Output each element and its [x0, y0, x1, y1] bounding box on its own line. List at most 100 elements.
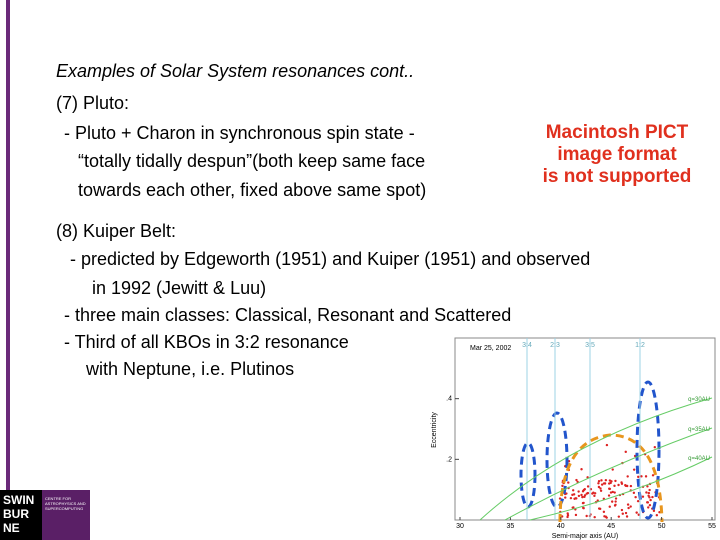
- kbo-dot: [583, 494, 587, 497]
- kbo-dot: [613, 484, 616, 488]
- kbo-dot: [645, 491, 648, 494]
- kbo-dot: [592, 491, 595, 494]
- kbo-figure: Mar 25, 2002 Eccentricity Semi-major axi…: [431, 337, 716, 540]
- kbo-dot: [614, 479, 617, 483]
- kbo-dot: [580, 468, 583, 471]
- resonance-label: 3:4: [522, 342, 532, 349]
- curve-label: q=35AU: [688, 427, 710, 433]
- kbo-dot: [586, 491, 590, 495]
- text-line: - three main classes: Classical, Resonan…: [64, 305, 512, 325]
- kbo-dot: [600, 483, 604, 486]
- kbo-dot: [610, 500, 614, 503]
- kbo-dot: [599, 489, 603, 493]
- kbo-dot: [655, 514, 659, 517]
- curve-label: q=30AU: [688, 397, 710, 403]
- kbo-dot: [632, 491, 636, 495]
- kbo-dot: [647, 491, 651, 495]
- kbo-dot: [585, 514, 588, 518]
- kbo-dot: [569, 496, 573, 500]
- kbo-dot: [586, 485, 590, 488]
- resonant-group: [519, 441, 537, 509]
- kbo-dot: [599, 487, 602, 490]
- kbo-dot: [629, 484, 633, 488]
- kbo-dot: [566, 512, 569, 515]
- kbo-dot: [648, 488, 651, 492]
- kbo-dot: [648, 503, 652, 507]
- placeholder-line: is not supported: [542, 166, 692, 187]
- x-axis-label: Semi-major axis (AU): [552, 533, 619, 540]
- logo-centre: CENTRE FOR ASTROPHYSICS AND SUPERCOMPUTI…: [42, 490, 90, 540]
- kbo-dot: [596, 499, 599, 502]
- kbo-dot: [572, 493, 576, 496]
- kbo-dot: [602, 510, 606, 514]
- kbo-dot: [567, 481, 570, 484]
- kbo-dot: [651, 495, 654, 499]
- kbo-dot: [581, 495, 584, 499]
- slide-title: Examples of Solar System resonances cont…: [56, 61, 415, 81]
- figure-date: Mar 25, 2002: [470, 345, 511, 352]
- resonant-group: [635, 380, 661, 520]
- kbo-dot: [593, 515, 596, 519]
- kbo-dot: [629, 505, 632, 508]
- kbo-dot: [597, 480, 601, 483]
- kbo-dot: [646, 485, 649, 488]
- kbo-dot: [613, 491, 616, 494]
- kbo-dot: [574, 497, 577, 500]
- resonance-label: 3:5: [585, 342, 595, 349]
- kbo-dot: [614, 497, 618, 500]
- kbo-dot: [624, 511, 628, 515]
- kbo-dot: [644, 475, 648, 478]
- y-axis-label: Eccentricity: [431, 412, 438, 448]
- kbo-dot: [605, 516, 608, 519]
- text-line: - predicted by Edgeworth (1951) and Kuip…: [70, 249, 591, 269]
- kbo-dot: [646, 501, 649, 504]
- kbo-dot: [625, 515, 629, 518]
- text-line: (8) Kuiper Belt:: [56, 221, 177, 241]
- kbo-dot: [597, 482, 600, 485]
- kbo-dot: [571, 489, 575, 492]
- text-line: - Pluto + Charon in synchronous spin sta…: [64, 123, 415, 143]
- pict-placeholder: Macintosh PICT image format is not suppo…: [514, 122, 720, 188]
- kbo-dot: [607, 494, 611, 497]
- kbo-dot: [564, 496, 567, 499]
- kbo-dot: [580, 493, 583, 497]
- kbo-dot: [583, 488, 586, 491]
- text-line: - Third of all KBOs in 3:2 resonance: [64, 332, 349, 352]
- y-tick-label: .2: [446, 456, 452, 463]
- logo: SWIN BUR NE CENTRE FOR ASTROPHYSICS AND …: [0, 490, 90, 540]
- kbo-dot: [627, 506, 630, 510]
- x-tick-label: 55: [708, 523, 716, 530]
- kbo-dot: [640, 475, 643, 478]
- kbo-dot: [637, 475, 640, 479]
- kbo-dot: [634, 495, 637, 499]
- kbo-dot: [617, 515, 621, 518]
- plutino-group: [545, 411, 569, 509]
- kbo-dot: [577, 494, 581, 498]
- perihelion-curve: [479, 397, 713, 521]
- kbo-dot: [604, 478, 608, 482]
- kbo-dot: [572, 506, 575, 509]
- kbo-dot: [597, 507, 601, 510]
- kbo-dot: [566, 515, 569, 519]
- plot-frame: [454, 337, 716, 521]
- kbo-dot: [608, 487, 611, 490]
- kbo-dot: [620, 481, 623, 484]
- text-line: (7) Pluto:: [56, 93, 130, 113]
- kbo-dot: [614, 503, 617, 506]
- x-tick-label: 50: [658, 523, 666, 530]
- x-tick-label: 35: [507, 523, 515, 530]
- x-tick-label: 30: [456, 523, 464, 530]
- kbo-dot: [626, 503, 630, 506]
- logo-part: BUR: [3, 507, 29, 521]
- kbo-dot: [574, 513, 578, 517]
- resonance-label: 1:2: [635, 342, 645, 349]
- y-tick-label: .4: [446, 396, 452, 403]
- resonance-label: 2:3: [550, 342, 560, 349]
- kbo-dot: [614, 500, 617, 503]
- kbo-dot: [609, 491, 613, 494]
- kbo-dot: [651, 474, 655, 477]
- text-line: with Neptune, i.e. Plutinos: [86, 359, 295, 379]
- placeholder-line: image format: [557, 144, 677, 165]
- kbo-dot: [605, 443, 609, 447]
